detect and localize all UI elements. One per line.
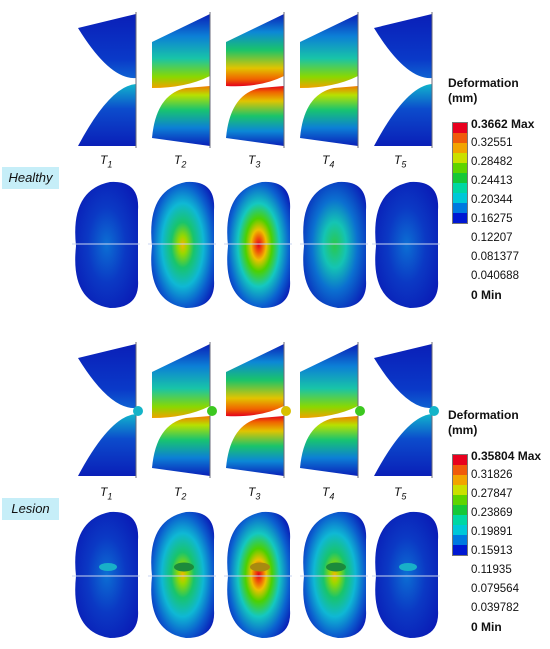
healthy-side-t5 [374, 12, 433, 148]
scale-tick-label: 0.23869 [471, 507, 513, 519]
scale-tick-label: 0 Min [471, 620, 502, 634]
lesion-side-views [78, 342, 439, 478]
scale-tick-label: 0 Min [471, 288, 502, 302]
scale-swatch [453, 163, 467, 173]
lesion-side-t2 [152, 342, 217, 478]
lesion-side-t3 [226, 342, 291, 478]
time-label: T1 [100, 485, 113, 502]
lesion-front-t1 [72, 511, 140, 638]
scale-tick-label: 0.15913 [471, 545, 513, 557]
healthy-front-t1 [72, 181, 140, 308]
scale-tick-label: 0.039782 [471, 602, 519, 614]
scale-swatch [453, 173, 467, 183]
time-label: T2 [174, 153, 187, 170]
healthy-side-t3 [226, 12, 285, 148]
scale-swatch [453, 123, 467, 133]
lesion-side-t5 [374, 342, 439, 478]
scale-swatch [453, 143, 467, 153]
legend-title-line1: Deformation [448, 76, 519, 90]
scale-swatch [453, 133, 467, 143]
time-label: T3 [248, 485, 261, 502]
lesion-front-t3 [224, 511, 292, 638]
lesion-front-t5 [372, 511, 440, 638]
scale-tick-label: 0.3662 Max [471, 117, 535, 131]
healthy-label: Healthy [2, 167, 59, 189]
time-label: T2 [174, 485, 187, 502]
lesion-legend-title: Deformation (mm) [448, 408, 548, 438]
scale-tick-label: 0.11935 [471, 564, 512, 576]
healthy-side-t2 [152, 12, 211, 148]
lesion-front-t4 [300, 511, 368, 638]
healthy-front-t2 [148, 181, 216, 308]
healthy-legend-title: Deformation (mm) [448, 76, 548, 106]
scale-swatch [453, 505, 467, 515]
scale-swatch [453, 213, 467, 223]
scale-tick-label: 0.040688 [471, 270, 519, 282]
healthy-front-t3 [224, 181, 292, 308]
healthy-panel: Healthy Deformation (mm) 0.3662 Max 0.325… [0, 0, 550, 318]
scale-tick-label: 0.31826 [471, 469, 513, 481]
healthy-side-t4 [300, 12, 359, 148]
scale-tick-label: 0.32551 [471, 137, 513, 149]
scale-swatch [453, 495, 467, 505]
scale-swatch [453, 475, 467, 485]
time-label: T5 [394, 485, 407, 502]
healthy-side-t1 [78, 12, 137, 148]
legend-title-line2: (mm) [448, 423, 478, 437]
lesion-label: Lesion [2, 498, 59, 520]
scale-swatch [453, 183, 467, 193]
lesion-panel: Lesion Deformation (mm) 0.35804 Max 0.318… [0, 330, 550, 648]
scale-tick-label: 0.16275 [471, 213, 513, 225]
scale-swatch [453, 545, 467, 555]
time-label: T5 [394, 153, 407, 170]
scale-swatch [453, 465, 467, 475]
time-label: T4 [322, 485, 335, 502]
scale-swatch [453, 535, 467, 545]
time-label: T1 [100, 153, 113, 170]
healthy-side-views [78, 12, 433, 148]
scale-tick-label: 0.28482 [471, 156, 513, 168]
scale-tick-label: 0.19891 [471, 526, 513, 538]
healthy-front-t4 [300, 181, 368, 308]
lesion-front-views [72, 511, 440, 638]
time-label: T4 [322, 153, 335, 170]
scale-tick-label: 0.079564 [471, 583, 519, 595]
scale-swatch [453, 455, 467, 465]
lesion-color-scale [452, 454, 468, 556]
healthy-color-scale [452, 122, 468, 224]
scale-tick-label: 0.20344 [471, 194, 513, 206]
scale-tick-label: 0.12207 [471, 232, 513, 244]
lesion-front-t2 [148, 511, 216, 638]
time-label: T3 [248, 153, 261, 170]
scale-swatch [453, 193, 467, 203]
healthy-front-views [72, 181, 440, 308]
healthy-front-t5 [372, 181, 440, 308]
legend-title-line1: Deformation [448, 408, 519, 422]
scale-tick-label: 0.27847 [471, 488, 513, 500]
scale-swatch [453, 525, 467, 535]
scale-swatch [453, 153, 467, 163]
scale-swatch [453, 515, 467, 525]
scale-tick-label: 0.35804 Max [471, 449, 542, 463]
scale-tick-label: 0.081377 [471, 251, 519, 263]
scale-swatch [453, 485, 467, 495]
lesion-side-t4 [300, 342, 365, 478]
scale-tick-label: 0.24413 [471, 175, 513, 187]
legend-title-line2: (mm) [448, 91, 478, 105]
scale-swatch [453, 203, 467, 213]
lesion-side-t1 [78, 342, 143, 478]
